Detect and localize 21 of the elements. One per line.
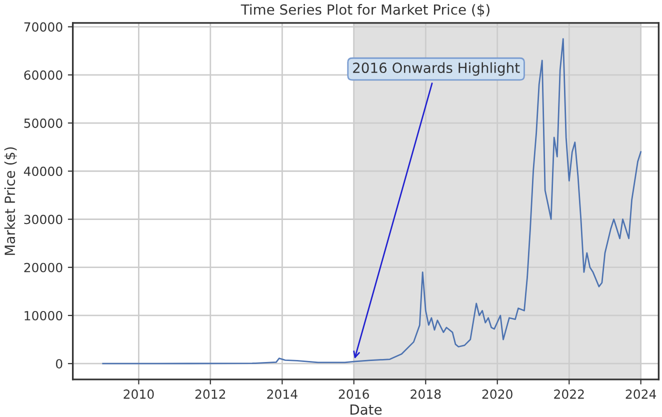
y-tick-label: 20000 xyxy=(24,262,62,272)
x-tick-label: 2010 xyxy=(124,389,154,399)
annotation: 2016 Onwards Highlight xyxy=(353,62,520,76)
x-tick-label: 2012 xyxy=(195,389,226,399)
x-tick-label: 2022 xyxy=(554,389,584,399)
y-tick-label: 40000 xyxy=(24,166,62,176)
x-tick-label: 2018 xyxy=(410,389,441,399)
x-axis-title: Date xyxy=(350,404,382,415)
x-tick-label: 2016 xyxy=(338,389,369,399)
y-tick-label: 60000 xyxy=(24,70,62,80)
line-series xyxy=(102,38,642,364)
y-tick-label: 70000 xyxy=(24,22,62,32)
x-tick-label: 2024 xyxy=(626,389,656,399)
y-tick-label: 0 xyxy=(56,359,62,369)
y-tick-label: 10000 xyxy=(24,310,62,320)
x-tick-label: 2014 xyxy=(267,389,298,399)
x-tick-label: 2020 xyxy=(482,389,512,399)
y-axis-title: Market Price ($) xyxy=(4,147,17,255)
y-tick-label: 30000 xyxy=(24,214,62,224)
chart-title: Time Series Plot for Market Price ($) xyxy=(240,4,490,17)
y-tick-label: 50000 xyxy=(24,118,62,128)
